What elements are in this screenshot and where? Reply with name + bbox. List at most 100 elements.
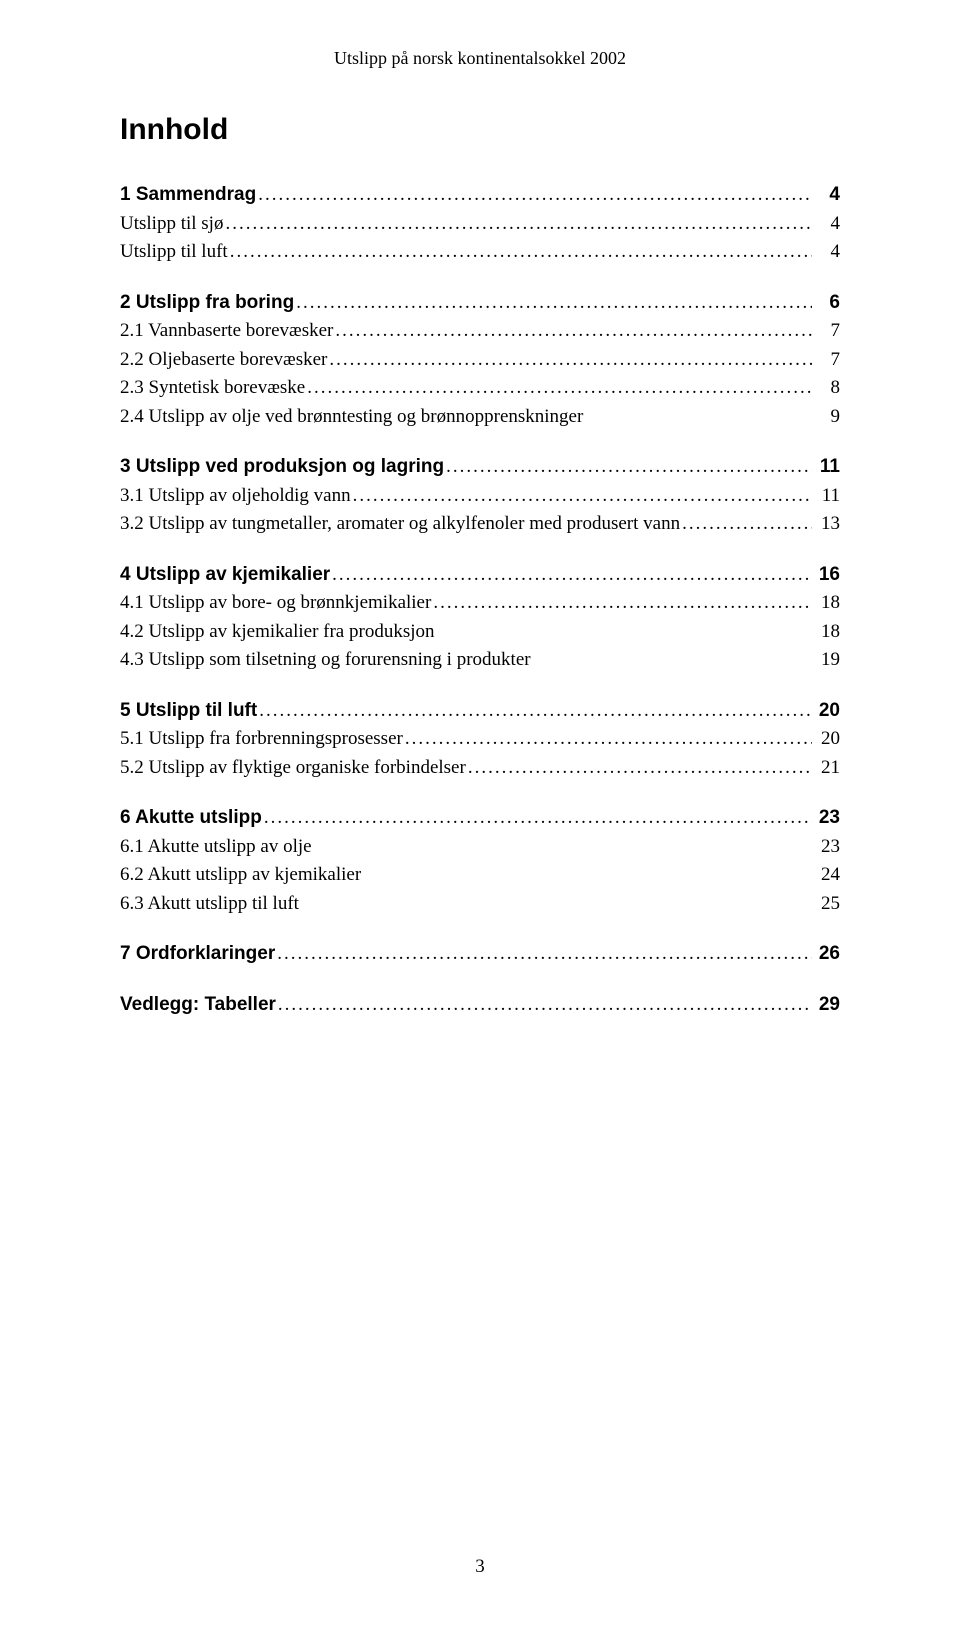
toc-block: 4 Utslipp av kjemikalier164.1 Utslipp av… <box>120 561 840 675</box>
toc-label: 6.2 Akutt utslipp av kjemikalier <box>120 861 361 890</box>
toc-line: 2.1 Vannbaserte borevæsker 7 <box>120 317 840 346</box>
toc-page: 24 <box>812 861 840 890</box>
toc-leader <box>305 374 812 403</box>
toc-page: 4 <box>812 210 840 239</box>
toc-label: 3 Utslipp ved produksjon og lagring <box>120 453 444 482</box>
toc-label: 2.1 Vannbaserte borevæsker <box>120 317 333 346</box>
page: Utslipp på norsk kontinentalsokkel 2002 … <box>0 0 960 1648</box>
toc-line: 2.3 Syntetisk borevæske 8 <box>120 374 840 403</box>
toc-label: Utslipp til sjø <box>120 210 223 239</box>
toc-label: 4.1 Utslipp av bore- og brønnkjemikalier <box>120 589 431 618</box>
toc-block: 6 Akutte utslipp236.1 Akutte utslipp av … <box>120 804 840 918</box>
toc-page: 9 <box>812 403 840 432</box>
toc-page: 8 <box>812 374 840 403</box>
toc-label: 5 Utslipp til luft <box>120 697 257 726</box>
toc-leader <box>262 804 812 833</box>
toc-label: 1 Sammendrag <box>120 181 256 210</box>
toc-leader <box>275 940 812 969</box>
toc-label: 4.3 Utslipp som tilsetning og forurensni… <box>120 646 531 675</box>
toc-page: 16 <box>812 561 840 590</box>
toc-line: Utslipp til luft 4 <box>120 238 840 267</box>
table-of-contents: 1 Sammendrag4Utslipp til sjø4Utslipp til… <box>120 181 840 1019</box>
toc-line: 6.2 Akutt utslipp av kjemikalier 24 <box>120 861 840 890</box>
toc-leader <box>680 510 812 539</box>
toc-line: 3.2 Utslipp av tungmetaller, aromater og… <box>120 510 840 539</box>
page-title: Innhold <box>120 113 840 147</box>
toc-leader <box>351 482 812 511</box>
toc-block: Vedlegg: Tabeller 29 <box>120 991 840 1020</box>
toc-label: 5.2 Utslipp av flyktige organiske forbin… <box>120 754 466 783</box>
page-number: 3 <box>0 1556 960 1578</box>
toc-label: Utslipp til luft <box>120 238 228 267</box>
toc-line: 6.3 Akutt utslipp til luft 25 <box>120 890 840 919</box>
toc-line: 3 Utslipp ved produksjon og lagring 11 <box>120 453 840 482</box>
toc-page: 20 <box>812 697 840 726</box>
toc-label: 6.1 Akutte utslipp av olje <box>120 833 312 862</box>
toc-leader <box>466 754 812 783</box>
toc-line: 6 Akutte utslipp 23 <box>120 804 840 833</box>
toc-label: 2.4 Utslipp av olje ved brønntesting og … <box>120 403 583 432</box>
toc-line: 5 Utslipp til luft 20 <box>120 697 840 726</box>
toc-line: Utslipp til sjø 4 <box>120 210 840 239</box>
toc-label: 3.1 Utslipp av oljeholdig vann <box>120 482 351 511</box>
toc-label: 2 Utslipp fra boring <box>120 289 294 318</box>
toc-leader <box>403 725 812 754</box>
toc-label: 4.2 Utslipp av kjemikalier fra produksjo… <box>120 618 435 647</box>
toc-page: 7 <box>812 317 840 346</box>
toc-line: 5.1 Utslipp fra forbrenningsprosesser 20 <box>120 725 840 754</box>
toc-leader <box>257 697 812 726</box>
toc-line: 7 Ordforklaringer 26 <box>120 940 840 969</box>
toc-leader <box>294 289 812 318</box>
toc-line: 3.1 Utslipp av oljeholdig vann 11 <box>120 482 840 511</box>
toc-block: 3 Utslipp ved produksjon og lagring113.1… <box>120 453 840 539</box>
toc-label: Vedlegg: Tabeller <box>120 991 276 1020</box>
toc-label: 2.2 Oljebaserte borevæsker <box>120 346 327 375</box>
toc-line: 6.1 Akutte utslipp av olje 23 <box>120 833 840 862</box>
toc-page: 29 <box>812 991 840 1020</box>
toc-label: 7 Ordforklaringer <box>120 940 275 969</box>
toc-page: 11 <box>812 482 840 511</box>
toc-leader <box>223 210 812 239</box>
toc-page: 23 <box>812 833 840 862</box>
toc-block: 7 Ordforklaringer 26 <box>120 940 840 969</box>
toc-leader <box>330 561 812 590</box>
toc-line: 4 Utslipp av kjemikalier 16 <box>120 561 840 590</box>
toc-page: 7 <box>812 346 840 375</box>
toc-page: 23 <box>812 804 840 833</box>
toc-label: 3.2 Utslipp av tungmetaller, aromater og… <box>120 510 680 539</box>
toc-leader <box>333 317 812 346</box>
toc-page: 25 <box>812 890 840 919</box>
toc-line: Vedlegg: Tabeller 29 <box>120 991 840 1020</box>
toc-line: 2.2 Oljebaserte borevæsker 7 <box>120 346 840 375</box>
running-header: Utslipp på norsk kontinentalsokkel 2002 <box>120 48 840 69</box>
toc-line: 4.2 Utslipp av kjemikalier fra produksjo… <box>120 618 840 647</box>
toc-leader <box>444 453 812 482</box>
toc-page: 11 <box>812 453 840 482</box>
toc-block: 1 Sammendrag4Utslipp til sjø4Utslipp til… <box>120 181 840 267</box>
toc-label: 2.3 Syntetisk borevæske <box>120 374 305 403</box>
toc-page: 18 <box>812 618 840 647</box>
toc-label: 5.1 Utslipp fra forbrenningsprosesser <box>120 725 403 754</box>
toc-label: 6.3 Akutt utslipp til luft <box>120 890 299 919</box>
toc-leader <box>256 181 812 210</box>
toc-block: 5 Utslipp til luft205.1 Utslipp fra forb… <box>120 697 840 783</box>
toc-leader <box>431 589 812 618</box>
toc-page: 19 <box>812 646 840 675</box>
toc-label: 6 Akutte utslipp <box>120 804 262 833</box>
toc-line: 1 Sammendrag 4 <box>120 181 840 210</box>
toc-block: 2 Utslipp fra boring62.1 Vannbaserte bor… <box>120 289 840 432</box>
toc-leader <box>228 238 812 267</box>
toc-page: 13 <box>812 510 840 539</box>
toc-leader <box>327 346 812 375</box>
toc-label: 4 Utslipp av kjemikalier <box>120 561 330 590</box>
toc-line: 4.1 Utslipp av bore- og brønnkjemikalier… <box>120 589 840 618</box>
toc-page: 21 <box>812 754 840 783</box>
toc-page: 4 <box>812 238 840 267</box>
toc-page: 6 <box>812 289 840 318</box>
toc-page: 4 <box>812 181 840 210</box>
toc-page: 18 <box>812 589 840 618</box>
toc-page: 20 <box>812 725 840 754</box>
toc-page: 26 <box>812 940 840 969</box>
toc-line: 5.2 Utslipp av flyktige organiske forbin… <box>120 754 840 783</box>
toc-line: 4.3 Utslipp som tilsetning og forurensni… <box>120 646 840 675</box>
